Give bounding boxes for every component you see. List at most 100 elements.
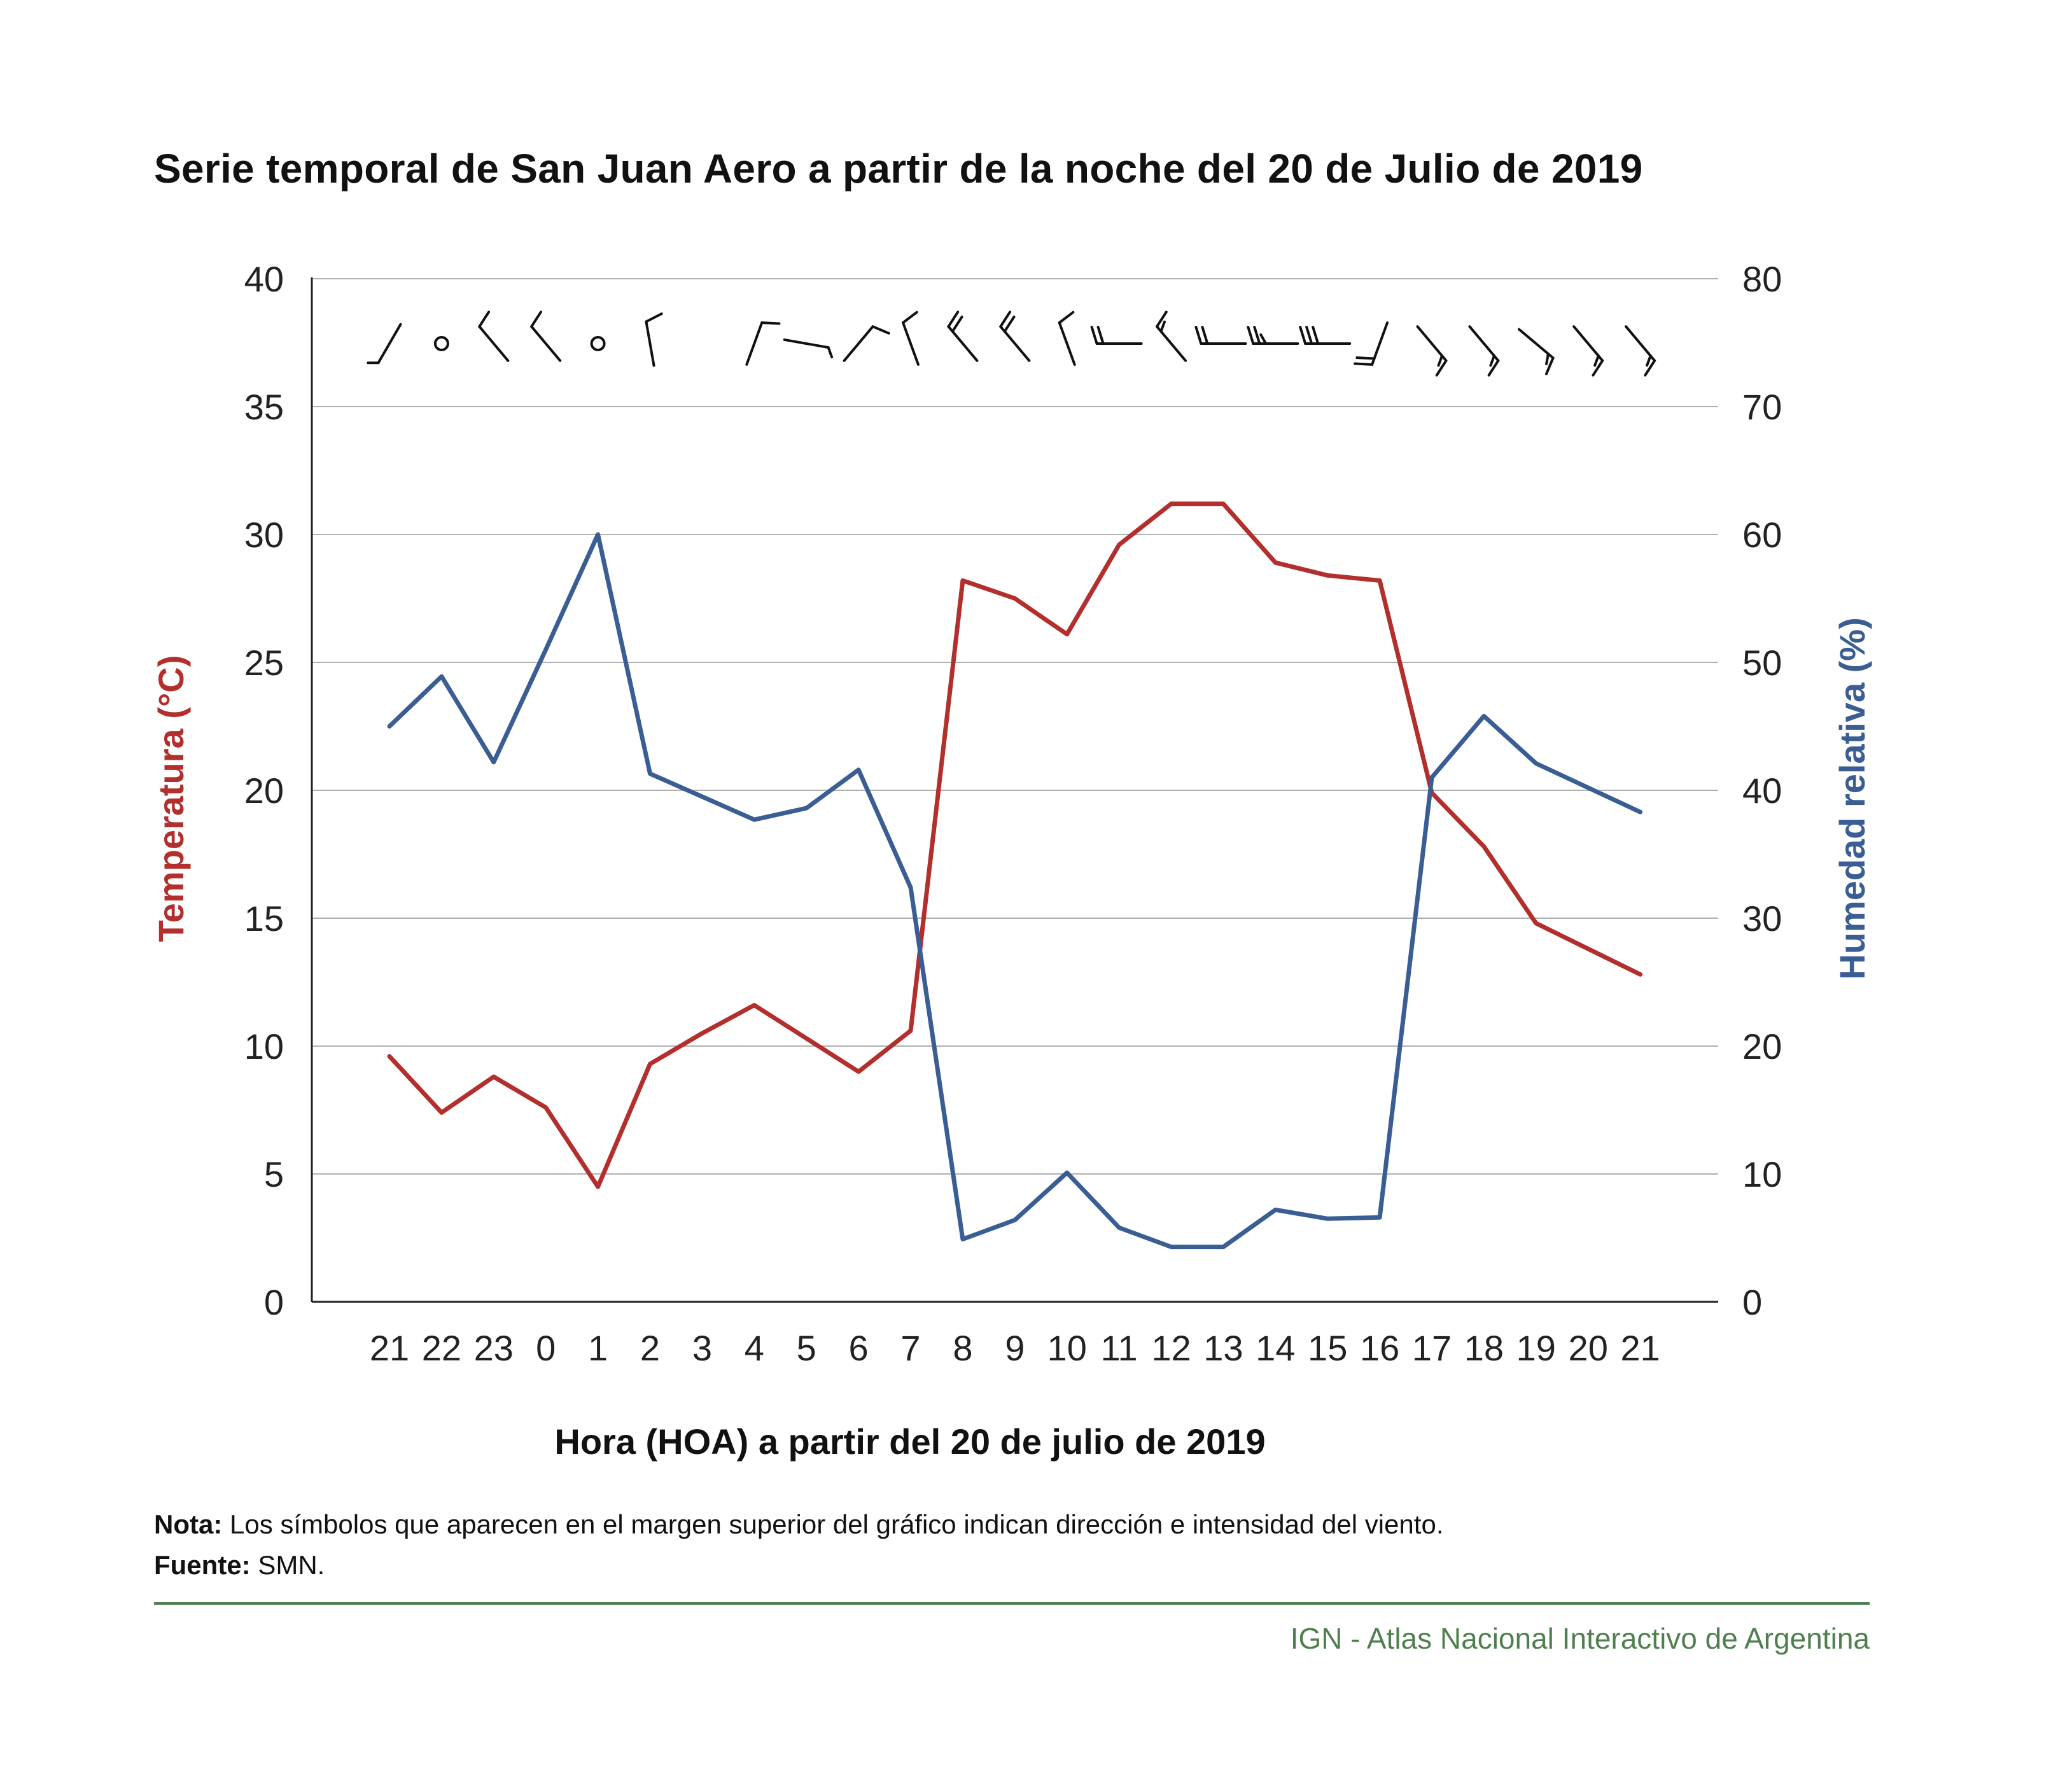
x-axis-label: Hora (HOA) a partir del 20 de julio de 2… xyxy=(554,1421,1265,1462)
y-right-axis-label: Humedad relativa (%) xyxy=(1832,617,1872,980)
y-left-tick-label: 0 xyxy=(264,1282,284,1322)
wind-barb-icon xyxy=(1416,325,1448,377)
barb-feather xyxy=(1305,326,1313,345)
y-left-tick-label: 5 xyxy=(264,1154,284,1194)
x-tick-label: 14 xyxy=(1256,1328,1295,1368)
wind-barb-icon xyxy=(530,311,562,362)
wind-barb-icon xyxy=(433,336,449,351)
wind-barb-icon xyxy=(902,311,920,366)
barb-feather xyxy=(999,311,1012,328)
wind-barb-icon xyxy=(745,321,781,366)
y-right-tick-label: 20 xyxy=(1742,1026,1782,1066)
barb-feather xyxy=(1353,362,1374,366)
y-right-tick-label: 10 xyxy=(1742,1154,1782,1194)
x-tick-label: 10 xyxy=(1047,1328,1087,1368)
wind-barb-icon xyxy=(947,311,979,362)
barb-feather xyxy=(530,311,542,328)
barb-feather xyxy=(1003,316,1016,333)
barb-feather xyxy=(1090,326,1098,345)
wind-barb-icon xyxy=(1468,325,1500,377)
barb-feather xyxy=(1435,359,1448,377)
x-tick-label: 9 xyxy=(1005,1328,1025,1368)
y-right-tick-label: 30 xyxy=(1742,898,1782,939)
x-ticks: 21 22 23 0 1 2 3 4 5 6 7 8 9 10 11 12 13 14 15 16 17 18 19 20 21 xyxy=(370,1328,1660,1368)
x-tick-label: 0 xyxy=(536,1328,556,1368)
x-tick-label: 11 xyxy=(1101,1328,1138,1368)
x-tick-label: 17 xyxy=(1412,1328,1452,1368)
y-right-tick-label: 0 xyxy=(1742,1282,1762,1322)
y-left-tick-label: 10 xyxy=(244,1026,284,1066)
barb-feather xyxy=(1592,359,1604,377)
barb-feather xyxy=(1159,320,1166,333)
note-line: Nota: Los símbolos que aparecen en el ma… xyxy=(154,1509,1444,1540)
barb-shaft xyxy=(645,320,655,367)
wind-barb-icon xyxy=(1156,311,1187,362)
wind-barb-icon xyxy=(1058,311,1076,366)
barb-feather xyxy=(1247,326,1255,345)
barb-shaft xyxy=(377,323,402,365)
barb-feather xyxy=(951,316,963,333)
y-right-ticks: 0 10 20 30 40 50 60 70 80 xyxy=(1742,259,1782,1322)
y-left-tick-label: 40 xyxy=(244,259,284,299)
x-tick-label: 4 xyxy=(745,1328,764,1368)
wind-barb-icon xyxy=(590,336,606,351)
wind-barbs xyxy=(367,311,1656,377)
wind-barb-icon xyxy=(367,323,402,365)
barb-feather xyxy=(1644,359,1656,377)
x-tick-label: 7 xyxy=(900,1328,920,1368)
wind-barb-icon xyxy=(1247,326,1299,345)
x-tick-label: 3 xyxy=(692,1328,712,1368)
footer-divider xyxy=(154,1602,1870,1605)
barb-feather xyxy=(1253,326,1261,345)
barb-feather xyxy=(1593,354,1600,367)
barb-feather xyxy=(902,311,918,325)
barb-feather xyxy=(871,325,890,335)
x-tick-label: 13 xyxy=(1203,1328,1243,1368)
barb-feather xyxy=(645,312,663,323)
wind-barb-icon xyxy=(478,311,510,362)
calm-circle xyxy=(590,336,606,351)
y-left-tick-label: 20 xyxy=(244,771,284,811)
y-right-tick-label: 40 xyxy=(1742,771,1782,811)
y-right-tick-label: 60 xyxy=(1742,515,1782,555)
note-text: Los símbolos que aparecen en el margen s… xyxy=(222,1509,1444,1539)
barb-shaft xyxy=(843,325,874,362)
barb-feather xyxy=(1545,353,1550,365)
barb-feather xyxy=(947,311,960,328)
wind-barb-icon xyxy=(1572,325,1604,377)
x-tick-label: 15 xyxy=(1308,1328,1347,1368)
source-text: SMN. xyxy=(250,1550,325,1580)
y-left-tick-label: 15 xyxy=(244,898,284,939)
barb-feather xyxy=(1058,311,1075,325)
x-tick-label: 8 xyxy=(953,1328,972,1368)
barb-shaft xyxy=(1058,321,1076,366)
wind-barb-icon xyxy=(1194,326,1247,345)
humidity-line xyxy=(387,532,1643,1250)
barb-shaft xyxy=(783,338,830,349)
barb-feather xyxy=(1156,311,1168,328)
calm-circle xyxy=(433,336,449,351)
y-left-tick-label: 30 xyxy=(244,515,284,555)
barb-feather xyxy=(478,311,491,328)
barb-shaft xyxy=(478,325,510,362)
y-right-tick-label: 70 xyxy=(1742,387,1782,427)
series-lines xyxy=(387,501,1643,1250)
y-right-tick-label: 50 xyxy=(1742,643,1782,683)
wind-barb-icon xyxy=(1299,326,1352,345)
barb-feather xyxy=(1259,333,1268,345)
barb-feather xyxy=(1194,326,1203,345)
barb-shaft xyxy=(530,325,562,362)
barb-feather xyxy=(827,346,834,359)
y-left-axis-label: Temperatura (°C) xyxy=(151,655,191,942)
wind-barb-icon xyxy=(645,312,663,367)
barb-shaft xyxy=(745,321,764,366)
note-label: Nota: xyxy=(154,1509,223,1539)
x-tick-label: 21 xyxy=(1620,1328,1660,1368)
x-tick-label: 22 xyxy=(422,1328,461,1368)
source-label: Fuente: xyxy=(154,1550,251,1580)
x-tick-label: 20 xyxy=(1569,1328,1608,1368)
x-tick-label: 19 xyxy=(1516,1328,1556,1368)
x-tick-label: 5 xyxy=(797,1328,816,1368)
y-right-tick-label: 80 xyxy=(1742,259,1782,299)
